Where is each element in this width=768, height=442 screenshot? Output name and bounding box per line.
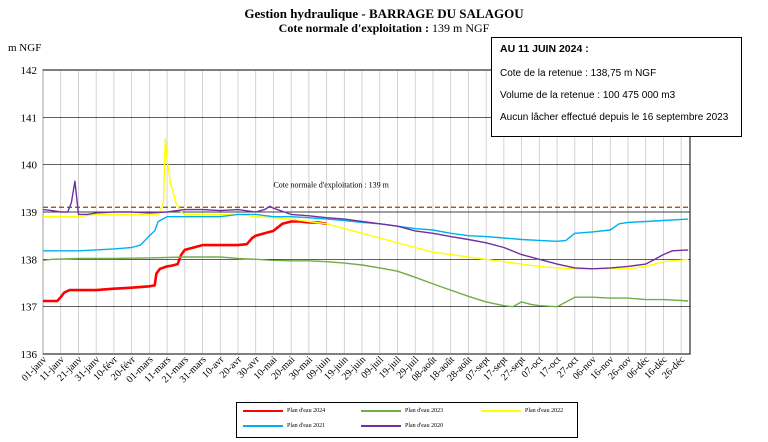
series-line-3 <box>43 213 689 252</box>
legend-label: Plan d'eau 2024 <box>287 408 326 414</box>
info-release: Aucun lâcher effectué depuis le 16 septe… <box>500 112 729 123</box>
legend-swatch <box>361 425 401 427</box>
info-box: AU 11 JUIN 2024 : Cote de la retenue : 1… <box>491 37 742 137</box>
subtitle-label: Cote normale d'exploitation : <box>278 21 432 35</box>
legend-item: Plan d'eau 2023 <box>361 408 443 414</box>
y-tick-label: 136 <box>21 349 38 361</box>
legend-swatch <box>361 410 401 412</box>
legend-label: Plan d'eau 2020 <box>405 423 444 429</box>
series-line-0 <box>43 220 327 303</box>
reference-label: Cote normale d'exploitation : 139 m <box>273 180 389 189</box>
legend-label: Plan d'eau 2023 <box>405 408 444 414</box>
legend-label: Plan d'eau 2022 <box>525 408 564 414</box>
info-level: Cote de la retenue : 138,75 m NGF <box>500 68 657 79</box>
series-line-4 <box>42 180 689 270</box>
y-tick-label: 141 <box>21 112 38 124</box>
y-tick-label: 140 <box>21 160 38 172</box>
subtitle-value: 139 m NGF <box>431 21 490 35</box>
info-header: AU 11 JUIN 2024 : <box>500 43 589 55</box>
y-tick-label: 138 <box>21 254 38 266</box>
y-tick-label: 137 <box>21 302 38 314</box>
legend-swatch <box>243 425 283 427</box>
y-tick-label: 142 <box>21 65 38 77</box>
legend-swatch <box>243 410 283 412</box>
legend-item: Plan d'eau 2021 <box>243 423 325 429</box>
legend-label: Plan d'eau 2021 <box>287 423 326 429</box>
legend-item: Plan d'eau 2024 <box>243 408 325 414</box>
legend-item: Plan d'eau 2022 <box>481 408 563 414</box>
series-line-2 <box>43 137 689 270</box>
chart-legend: Plan d'eau 2024 Plan d'eau 2023 Plan d'eau… <box>236 402 578 438</box>
chart-subtitle: Cote normale d'exploitation : 139 m NGF <box>0 21 768 36</box>
series-line-1 <box>42 256 689 308</box>
y-axis-unit: m NGF <box>8 42 42 54</box>
legend-swatch <box>481 410 521 412</box>
legend-item: Plan d'eau 2020 <box>361 423 443 429</box>
y-tick-label: 139 <box>21 207 38 219</box>
chart-title: Gestion hydraulique - BARRAGE DU SALAGOU <box>244 6 524 21</box>
info-volume: Volume de la retenue : 100 475 000 m3 <box>500 90 676 101</box>
